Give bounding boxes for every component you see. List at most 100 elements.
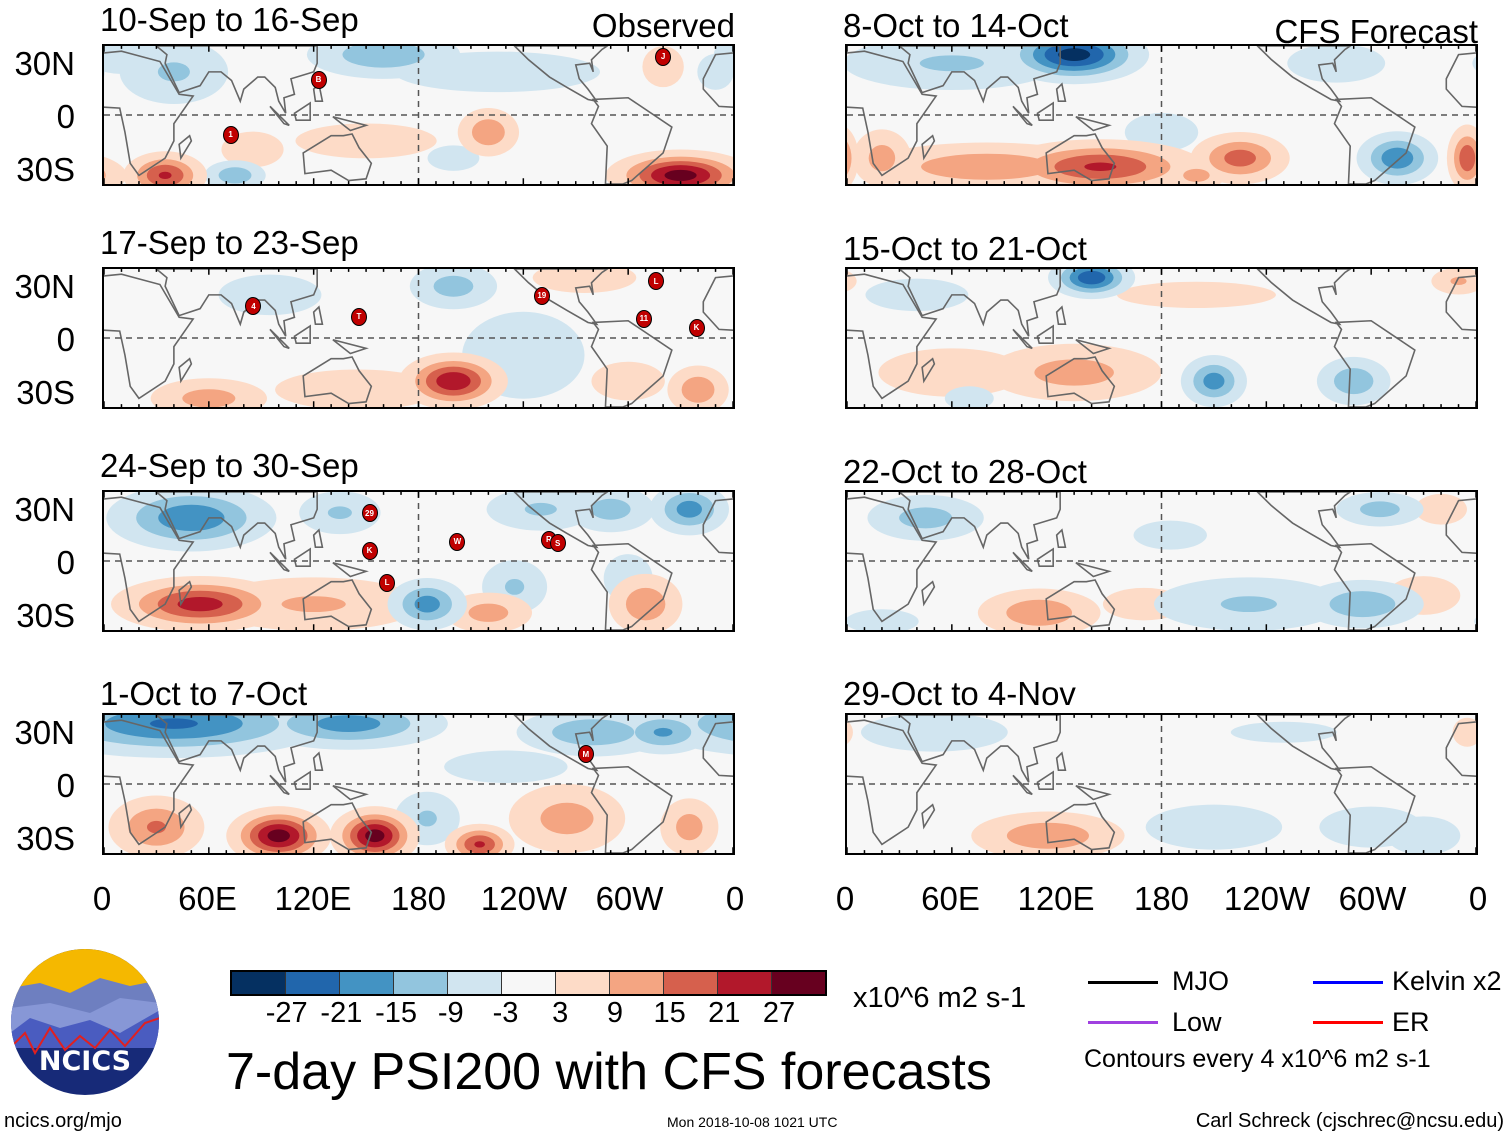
map-panel: 1 B J — [102, 44, 735, 186]
anomaly-contour — [664, 169, 697, 181]
anomaly-contour — [944, 386, 994, 407]
anomaly-contour — [524, 502, 557, 516]
anomaly-contour — [471, 119, 505, 146]
anomaly-contour — [921, 153, 1053, 180]
coastline — [156, 269, 317, 336]
coastline — [333, 340, 366, 354]
anomaly-contour — [1145, 804, 1283, 850]
coastline — [847, 274, 936, 398]
coastline — [104, 274, 193, 398]
anomaly-contour — [1077, 270, 1106, 285]
coastline — [303, 803, 371, 850]
units-label: x10^6 m2 s-1 — [853, 982, 1027, 1014]
map-panel — [845, 713, 1478, 855]
anomaly-contour — [847, 270, 857, 292]
anomaly-contour — [468, 603, 509, 622]
panel-title: 22-Oct to 28-Oct — [843, 453, 1087, 490]
anomaly-contour — [1220, 596, 1277, 613]
storm-marker: K — [688, 318, 705, 337]
anomaly-contour — [1084, 162, 1117, 171]
coastline — [179, 136, 191, 158]
anomaly-contour — [713, 46, 733, 72]
footer-url[interactable]: ncics.org/mjo — [4, 1110, 122, 1132]
anomaly-contour — [436, 372, 471, 391]
coastline — [591, 767, 671, 853]
coastline — [515, 492, 608, 547]
coastline — [1013, 106, 1032, 125]
anomaly-contour — [625, 587, 666, 621]
colorbar-swatch — [664, 972, 718, 994]
coastline — [1334, 544, 1414, 630]
anomaly-contour — [218, 274, 322, 316]
storm-marker: L — [648, 272, 665, 291]
lon-label: 0 — [1468, 880, 1488, 917]
anomaly-contour — [697, 715, 733, 741]
anomaly-contour — [177, 596, 223, 612]
colorbar-swatch — [340, 972, 394, 994]
anomaly-contour — [342, 46, 425, 68]
footer-author: Carl Schreck (cjschrec@ncsu.edu) — [1195, 1110, 1504, 1132]
legend-line-mjo — [1088, 981, 1158, 984]
legend-label-er: ER — [1392, 1007, 1430, 1037]
anomaly-contour — [878, 348, 1026, 397]
lat-label: 0 — [56, 98, 75, 135]
colorbar-tick-label: 21 — [708, 997, 741, 1029]
figure-title: 7-day PSI200 with CFS forecasts — [226, 1043, 992, 1101]
map-svg — [104, 269, 733, 407]
anomaly-contour — [1133, 520, 1207, 550]
anomaly-contour — [1450, 277, 1467, 286]
anomaly-contour — [433, 275, 474, 297]
anomaly-contour — [1333, 368, 1374, 395]
coastline — [847, 497, 936, 621]
lon-label: 60W — [1338, 880, 1407, 917]
lon-label: 120W — [480, 880, 568, 917]
panel-title: 8-Oct to 14-Oct — [843, 7, 1069, 44]
anomaly-contour — [1459, 145, 1476, 172]
coastline — [303, 134, 371, 181]
anomaly-contour — [590, 498, 631, 520]
coastline — [899, 46, 1060, 113]
coastline — [270, 775, 289, 794]
coastline — [1076, 786, 1109, 800]
anomaly-contour — [182, 389, 236, 407]
lat-label: 30N — [14, 714, 75, 751]
anomaly-contour — [1116, 281, 1276, 308]
anomaly-contour — [1329, 591, 1396, 618]
lat-label: 0 — [56, 544, 75, 581]
coastline — [1046, 580, 1114, 627]
coastline — [922, 805, 934, 827]
coastline — [270, 106, 289, 125]
anomaly-contour — [676, 500, 702, 518]
storm-marker: 19 — [533, 286, 550, 305]
coastline — [1037, 549, 1053, 566]
forecast-column-label: CFS Forecast — [1274, 13, 1478, 50]
lat-label: 0 — [56, 767, 75, 804]
logo-text: NCICS — [39, 1046, 131, 1077]
storm-marker: L — [379, 573, 396, 592]
lat-label: 30S — [16, 820, 75, 857]
colorbar-swatch — [286, 972, 340, 994]
lon-label: 60E — [178, 880, 237, 917]
coastline — [1046, 134, 1114, 181]
colorbar-tick-label: 9 — [606, 997, 623, 1029]
coastline — [1076, 563, 1109, 577]
coastline — [515, 46, 608, 101]
anomaly-contour — [1224, 149, 1256, 167]
legend-label-low: Low — [1172, 1007, 1222, 1037]
storm-marker: W — [449, 532, 466, 551]
anomaly-contour — [1381, 147, 1414, 169]
coastline — [179, 359, 191, 381]
coastline — [156, 492, 317, 559]
panel-title: 15-Oct to 21-Oct — [843, 230, 1087, 267]
anomaly-contour — [417, 810, 437, 827]
coastline — [1057, 530, 1066, 547]
colorbar-swatch — [394, 972, 448, 994]
coastline — [591, 321, 671, 407]
anomaly-contour — [540, 802, 594, 835]
coastline — [294, 103, 310, 120]
map-svg — [104, 715, 733, 853]
map-svg — [847, 269, 1476, 407]
anomaly-contour — [847, 127, 859, 184]
coastline — [1046, 803, 1114, 850]
coastline — [294, 549, 310, 566]
